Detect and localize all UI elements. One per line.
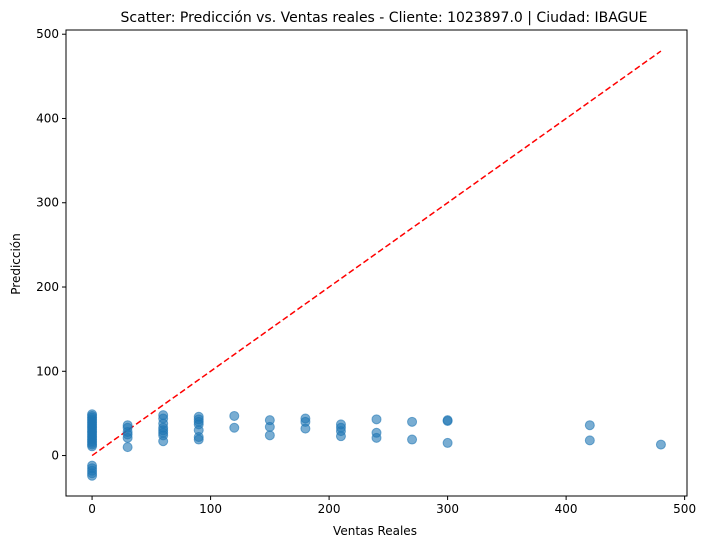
scatter-point [264,430,275,441]
scatter-point [371,414,382,425]
x-tick-label: 300 [436,502,459,516]
reference-line [91,50,662,457]
y-tick-label: 500 [36,27,59,41]
x-tick-label: 100 [199,502,222,516]
scatter-point [300,423,311,434]
scatter-point [122,442,133,453]
scatter-points [87,409,666,481]
scatter-point [229,410,240,421]
scatter-point [229,422,240,433]
x-tick-label: 0 [88,502,96,516]
scatter-point [442,416,453,427]
y-tick-label: 300 [36,196,59,210]
scatter-point [584,420,595,431]
y-tick-label: 0 [51,449,59,463]
y-tick-label: 200 [36,280,59,294]
scatter-point [407,434,418,445]
y-tick-label: 100 [36,364,59,378]
scatter-point [122,432,133,443]
x-tick-label: 500 [673,502,696,516]
scatter-point [158,436,169,447]
plot-frame [65,29,688,497]
scatter-point [407,416,418,427]
scatter-point [87,470,98,481]
x-axis: 0 100 200 300 400 500 [88,496,696,516]
plot-area [65,29,688,497]
reference-line-group [91,50,662,457]
scatter-point [371,432,382,443]
scatter-point [335,431,346,442]
scatter-point [193,434,204,445]
scatter-point [264,421,275,432]
scatter-point [87,441,98,452]
scatter-point [442,437,453,448]
y-axis-label: Predicción [9,233,23,295]
x-tick-label: 200 [318,502,341,516]
x-tick-label: 400 [555,502,578,516]
y-axis: 0 100 200 300 400 500 [36,27,66,463]
x-axis-label: Ventas Reales [333,524,417,538]
scatter-point [584,435,595,446]
scatter-point [655,439,666,450]
y-tick-label: 400 [36,111,59,125]
chart-title: Scatter: Predicción vs. Ventas reales - … [121,10,648,26]
